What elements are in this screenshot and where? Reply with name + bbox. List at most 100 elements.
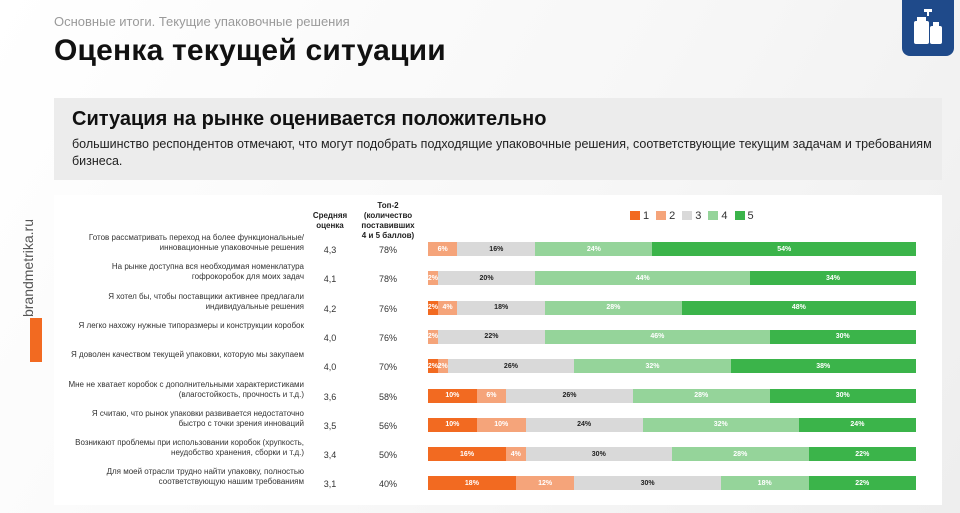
bar-segment-2: 6% (476, 388, 507, 403)
bar-segment-4: 28% (545, 300, 682, 315)
legend-swatch (708, 211, 719, 220)
bar-segment-2: 4% (437, 300, 458, 315)
bar-segment-3: 26% (506, 388, 633, 403)
bar-segment-1: 16% (428, 447, 507, 462)
legend-label: 2 (669, 210, 676, 222)
bar-segment-3: 26% (447, 359, 575, 374)
bar-segment-1: 18% (428, 476, 516, 491)
bar-segment-1: 10% (428, 388, 477, 403)
legend-swatch (734, 211, 745, 220)
row-label: Я доволен качеством текущей упаковки, ко… (71, 350, 304, 360)
row-top2: 40% (378, 479, 397, 490)
summary-heading: Ситуация на рынке оценивается положитель… (72, 108, 547, 130)
row-average: 3,1 (323, 479, 337, 490)
bar-segment-1: 2% (428, 359, 438, 374)
stacked-bar: 10% 6% 26% 28% 30% (428, 388, 916, 403)
row-average: 4,1 (323, 274, 337, 285)
legend-item-5: 5 (734, 210, 754, 222)
bar-segment-2: 12% (515, 476, 575, 491)
avg-column-header: Средняя оценка (312, 211, 348, 230)
row-label: Я хотел бы, чтобы поставщики активнее пр… (108, 291, 304, 311)
legend-swatch (682, 211, 693, 220)
legend-label: 3 (695, 210, 702, 222)
row-label: Мне не хватает коробок с дополнительными… (68, 379, 304, 399)
bar-segment-4: 32% (642, 417, 799, 432)
row-top2: 70% (378, 362, 397, 373)
summary-panel (54, 98, 942, 180)
bar-segment-4: 28% (671, 447, 809, 462)
bar-segment-3: 20% (437, 271, 536, 286)
legend-swatch (630, 211, 640, 220)
row-label: На рынке доступна вся необходимая номенк… (111, 262, 304, 282)
stacked-bar: 2% 2% 26% 32% 38% (428, 359, 916, 374)
legend-item-4: 4 (708, 210, 728, 222)
bar-segment-5: 22% (808, 447, 916, 462)
bar-segment-2: 2% (428, 271, 438, 286)
bar-segment-3: 18% (457, 300, 546, 315)
bar-segment-2: 6% (428, 242, 458, 256)
bar-segment-3: 30% (525, 447, 672, 462)
bar-segment-5: 22% (808, 476, 916, 491)
legend-item-1: 1 (630, 210, 649, 222)
bar-segment-5: 54% (652, 242, 916, 256)
stacked-bar: 16% 4% 30% 28% 22% (428, 447, 916, 462)
legend-label: 1 (643, 210, 650, 222)
bar-segment-2: 2% (428, 329, 438, 344)
legend-swatch (656, 211, 667, 220)
bar-segment-3: 24% (525, 417, 643, 432)
bar-segment-5: 48% (681, 300, 916, 315)
legend-label: 5 (747, 210, 754, 222)
legend-item-3: 3 (682, 210, 701, 222)
brand-text: brandmetrika.ru (20, 218, 36, 318)
row-average: 3,4 (323, 450, 337, 461)
bar-segment-3: 30% (574, 476, 721, 491)
stacked-bar: 6% 16% 24% 54% (428, 242, 916, 256)
stacked-bar: 10% 10% 24% 32% 24% (428, 417, 916, 432)
bar-segment-2: 10% (476, 417, 526, 432)
row-top2: 76% (378, 332, 397, 343)
breadcrumb: Основные итоги. Текущие упаковочные реше… (54, 14, 350, 29)
row-top2: 56% (378, 420, 397, 431)
row-average: 4,0 (323, 332, 337, 343)
row-average: 4,0 (323, 362, 337, 373)
stacked-bar: 2% 22% 46% 30% (428, 329, 916, 344)
bar-segment-4: 18% (720, 476, 809, 491)
row-top2: 76% (378, 303, 397, 314)
row-label: Я легко нахожу нужные типоразмеры и конс… (78, 320, 304, 330)
legend-label: 4 (721, 210, 728, 222)
bar-segment-5: 30% (769, 388, 916, 403)
bar-segment-4: 44% (535, 271, 751, 286)
logo (902, 0, 954, 56)
bar-segment-3: 16% (457, 242, 536, 256)
row-label: Готов рассматривать переход на более фун… (88, 233, 304, 252)
bar-segment-4: 24% (535, 242, 653, 256)
row-top2: 78% (378, 274, 397, 285)
bar-segment-1: 2% (428, 300, 438, 315)
chart-legend: 1 2 3 4 5 (630, 210, 761, 222)
row-top2: 78% (378, 245, 397, 255)
row-top2: 58% (378, 391, 397, 402)
bar-segment-4: 46% (545, 329, 770, 344)
top2-column-header: Топ-2 (количество поставивших 4 и 5 балл… (361, 201, 415, 240)
stacked-bar: 18% 12% 30% 18% 22% (428, 476, 916, 491)
bar-segment-5: 30% (769, 329, 916, 344)
stacked-bar: 2% 4% 18% 28% 48% (428, 300, 916, 315)
bar-segment-2: 4% (506, 447, 526, 462)
row-label: Возникают проблемы при использовании кор… (75, 438, 304, 458)
page-title: Оценка текущей ситуации (54, 34, 446, 67)
bar-segment-2: 2% (437, 359, 448, 374)
bar-segment-3: 22% (437, 329, 546, 344)
summary-text: большинство респондентов отмечают, что м… (72, 137, 932, 168)
row-label: Для моей отрасли трудно найти упаковку, … (106, 467, 304, 487)
bar-segment-5: 38% (730, 359, 916, 374)
row-label: Я считаю, что рынок упаковки развивается… (91, 408, 304, 428)
stacked-bar: 2% 20% 44% 34% (428, 271, 916, 286)
bottles-icon (914, 9, 942, 44)
bar-segment-1: 10% (428, 417, 477, 432)
bar-segment-5: 34% (750, 271, 916, 286)
row-average: 4,3 (323, 245, 337, 255)
legend-item-2: 2 (656, 210, 675, 222)
row-average: 4,2 (323, 303, 337, 314)
row-average: 3,6 (323, 391, 337, 402)
row-average: 3,5 (323, 420, 337, 431)
